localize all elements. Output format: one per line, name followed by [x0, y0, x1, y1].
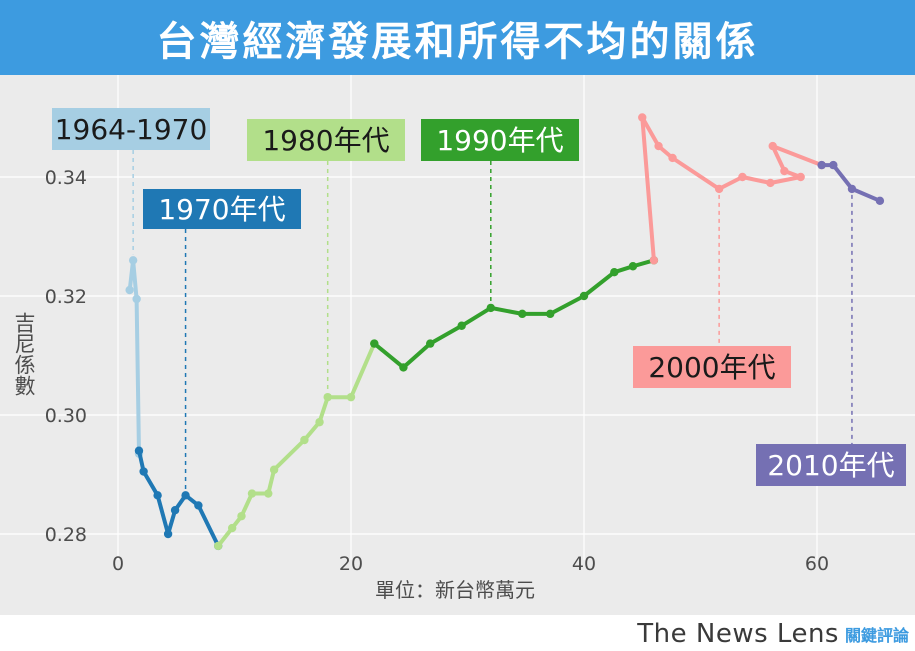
data-point [128, 256, 138, 265]
data-point [457, 321, 466, 330]
series-label-box [52, 108, 210, 150]
data-point [370, 339, 379, 348]
data-point [847, 184, 857, 194]
data-point [300, 435, 309, 445]
y-tick-label: 0.28 [45, 524, 87, 546]
data-point [668, 153, 677, 163]
series-label-box [633, 346, 791, 388]
series-label: 1964-1970 [55, 113, 208, 146]
series-line [127, 258, 141, 456]
data-point [264, 489, 273, 498]
plot-background [0, 75, 915, 615]
x-tick-label: 40 [572, 553, 596, 575]
data-point [247, 489, 257, 498]
data-point [163, 529, 173, 539]
data-point [780, 166, 789, 176]
series-line [640, 115, 824, 263]
brand-name-cn: 關鍵評論 [844, 626, 909, 645]
data-point [237, 511, 246, 521]
brand-logo: The News Lens 關鍵評論 [637, 619, 909, 649]
x-axis-label: 單位：新台幣萬元 [375, 578, 535, 602]
series-label-box [421, 119, 579, 161]
series-label: 1980年代 [262, 124, 389, 157]
data-point [399, 363, 408, 372]
data-point [486, 303, 495, 313]
y-tick-label: 0.30 [45, 405, 87, 427]
data-point [125, 285, 134, 295]
data-point [194, 501, 203, 510]
data-point [323, 392, 332, 402]
data-point [714, 184, 724, 194]
data-point [768, 141, 777, 151]
data-point [546, 309, 555, 319]
series-line [137, 448, 221, 548]
x-tick-label: 0 [112, 553, 124, 575]
data-point [628, 262, 638, 271]
chart-title: 台灣經濟發展和所得不均的關係 [156, 18, 759, 65]
data-point [654, 141, 663, 151]
data-point [796, 172, 805, 182]
data-point [875, 196, 885, 205]
series-label: 2000年代 [648, 351, 775, 384]
series-line [819, 163, 882, 203]
data-point [213, 541, 223, 551]
brand-name: The News Lens [637, 619, 839, 649]
y-tick-label: 0.34 [45, 167, 87, 189]
data-point [426, 339, 435, 348]
data-point [766, 178, 775, 188]
data-point [227, 523, 237, 533]
series-label: 1990年代 [436, 124, 563, 157]
y-tick-label: 0.32 [45, 286, 87, 308]
data-point [638, 113, 647, 122]
data-point [269, 465, 279, 474]
title-bar: 台灣經濟發展和所得不均的關係 [0, 0, 915, 75]
data-point [132, 294, 141, 304]
y-axis-label: 吉尼係數 [12, 312, 36, 396]
data-point [829, 160, 838, 170]
data-point [518, 309, 527, 319]
series-label: 1970年代 [158, 193, 285, 226]
data-point [139, 467, 148, 476]
data-point [170, 506, 180, 515]
data-point [579, 291, 589, 301]
x-tick-label: 60 [805, 553, 829, 575]
data-point [346, 392, 356, 402]
data-point [649, 256, 659, 265]
data-point [738, 172, 747, 182]
series-label-box [143, 189, 301, 229]
data-point [134, 446, 144, 455]
data-point [181, 491, 190, 500]
data-point [153, 491, 162, 500]
series-label: 2010年代 [767, 449, 894, 482]
series-line [372, 258, 656, 370]
data-point [315, 417, 324, 427]
x-tick-label: 20 [339, 553, 363, 575]
series-label-box [756, 444, 906, 486]
series-label-box [247, 119, 405, 161]
data-point [610, 268, 619, 277]
data-point [817, 160, 826, 170]
